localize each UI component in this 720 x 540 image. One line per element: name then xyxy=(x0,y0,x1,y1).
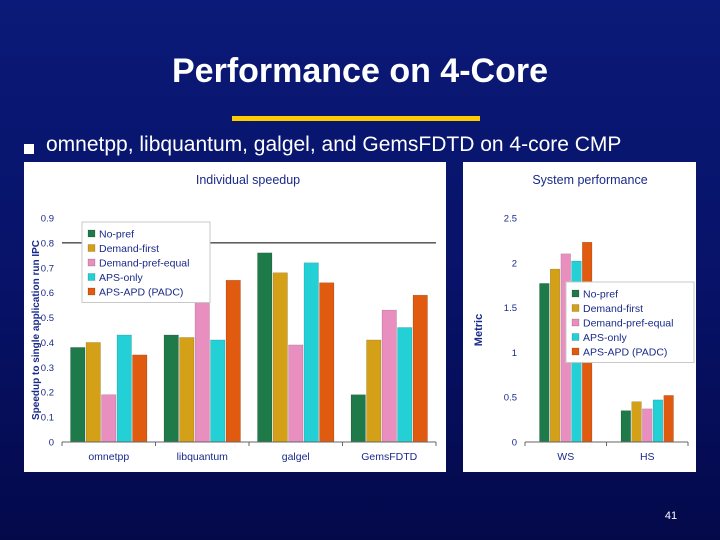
system-ytick-label: 0 xyxy=(512,438,517,449)
individual-ytick-label: 0.8 xyxy=(41,238,54,249)
system-ytick-label: 2 xyxy=(512,258,517,269)
system-xtick-label-hs: HS xyxy=(640,451,655,463)
individual-legend-swatch-aps-apd-padc xyxy=(87,287,96,296)
system-bar-demand-first-ws xyxy=(549,268,561,443)
individual-bar-aps-only-omnetpp xyxy=(116,334,132,443)
system-bar-demand-first-hs xyxy=(631,401,642,443)
title-underline xyxy=(232,116,480,121)
system-legend-label-no-pref: No-pref xyxy=(583,289,618,301)
individual-ytick-label: 0.4 xyxy=(41,338,54,349)
individual-ytick-label: 0.6 xyxy=(41,288,54,299)
system-ytick-label: 2.5 xyxy=(504,214,517,225)
individual-bar-aps-only-galgel xyxy=(303,262,319,443)
individual-bar-demand-pref-equal-gemsfdtd xyxy=(381,309,397,443)
individual-xtick-label-galgel: galgel xyxy=(282,451,310,463)
individual-bar-aps-only-gemsfdtd xyxy=(397,327,413,443)
system-bar-aps-only-hs xyxy=(652,399,664,443)
individual-bar-aps-only-libquantum xyxy=(210,339,226,443)
individual-bar-demand-pref-equal-omnetpp xyxy=(101,394,117,443)
individual-bar-no-pref-galgel xyxy=(257,252,273,443)
individual-bar-demand-first-galgel xyxy=(272,272,288,443)
individual-xtick-label-gemsfdtd: GemsFDTD xyxy=(361,451,417,463)
system-ylabel: Metric xyxy=(473,314,485,346)
individual-bar-no-pref-gemsfdtd xyxy=(350,394,366,443)
individual-ytick-label: 0.3 xyxy=(41,363,54,374)
individual-bar-aps-apd-padc-gemsfdtd xyxy=(412,294,428,443)
individual-legend-box xyxy=(81,221,211,303)
individual-bar-demand-first-libquantum xyxy=(179,337,195,443)
individual-ytick-label: 0.7 xyxy=(41,263,54,274)
individual-bar-no-pref-libquantum xyxy=(163,334,179,443)
system-legend-swatch-demand-first xyxy=(571,304,580,312)
individual-bar-demand-first-gemsfdtd xyxy=(366,339,382,443)
individual-bar-demand-pref-equal-galgel xyxy=(288,344,304,443)
system-xtick-label-ws: WS xyxy=(557,451,574,463)
individual-xtick-label-libquantum: libquantum xyxy=(177,451,229,463)
individual-ytick-label: 0.5 xyxy=(41,313,54,324)
individual-legend-swatch-demand-pref-equal xyxy=(87,258,96,267)
slide-number: 41 xyxy=(664,510,678,522)
individual-legend-label-demand-pref-equal: Demand-pref-equal xyxy=(99,258,189,270)
system-chart-title: System performance xyxy=(532,173,647,187)
system-legend-box xyxy=(565,281,695,363)
bullet-text: omnetpp, libquantum, galgel, and GemsFDT… xyxy=(46,133,622,156)
individual-ytick-label: 0.9 xyxy=(41,214,54,225)
system-legend-swatch-no-pref xyxy=(571,289,580,298)
individual-ytick-label: 0 xyxy=(49,438,54,449)
individual-bar-aps-apd-padc-libquantum xyxy=(225,279,241,443)
individual-bar-demand-first-omnetpp xyxy=(85,342,101,443)
individual-ytick-label: 0.2 xyxy=(41,388,54,399)
system-performance-chart: System performance 0 0.5 1 1.5 2 2.5 Metric WS HS… xyxy=(463,162,696,472)
individual-ylabel: Speedup to single application run IPC xyxy=(31,240,42,420)
individual-xtick-label-omnetpp: omnetpp xyxy=(88,451,129,463)
system-legend-swatch-aps-apd-padc xyxy=(571,347,580,356)
individual-legend-label-aps-apd-padc: APS-APD (PADC) xyxy=(99,287,183,299)
system-legend-label-aps-only: APS-only xyxy=(583,332,628,344)
system-legend-swatch-demand-pref-equal xyxy=(571,318,580,327)
system-legend-label-aps-apd-padc: APS-APD (PADC) xyxy=(583,347,667,359)
individual-legend-swatch-no-pref xyxy=(87,229,96,238)
system-legend-label-demand-first: Demand-first xyxy=(583,303,643,315)
bullet-marker xyxy=(24,144,34,154)
individual-chart-title: Individual speedup xyxy=(196,173,300,187)
individual-ytick-label: 0.1 xyxy=(41,413,54,424)
individual-legend-label-aps-only: APS-only xyxy=(99,272,144,284)
system-bar-no-pref-hs xyxy=(620,410,631,443)
system-bar-no-pref-ws xyxy=(539,283,550,443)
system-bar-demand-pref-equal-hs xyxy=(642,408,653,443)
system-legend-label-demand-pref-equal: Demand-pref-equal xyxy=(583,318,673,330)
individual-bar-aps-apd-padc-galgel xyxy=(319,282,335,443)
system-ytick-label: 1 xyxy=(512,348,517,359)
system-legend-swatch-aps-only xyxy=(571,333,580,341)
individual-legend-swatch-aps-only xyxy=(87,273,96,281)
individual-legend-swatch-demand-first xyxy=(87,244,96,252)
individual-legend-label-no-pref: No-pref xyxy=(99,229,134,241)
system-ytick-label: 1.5 xyxy=(504,303,517,314)
individual-speedup-chart: Individual speedup 0 0.1 0.2 0.3 0.4 0.5 0.6 0.7… xyxy=(24,162,446,472)
individual-bar-no-pref-omnetpp xyxy=(70,347,86,443)
individual-bar-aps-apd-padc-omnetpp xyxy=(132,354,148,443)
individual-legend-label-demand-first: Demand-first xyxy=(99,243,159,255)
slide-title: Performance on 4-Core xyxy=(172,52,548,90)
system-ytick-label: 0.5 xyxy=(504,393,517,404)
system-bar-aps-apd-padc-hs xyxy=(663,395,674,443)
